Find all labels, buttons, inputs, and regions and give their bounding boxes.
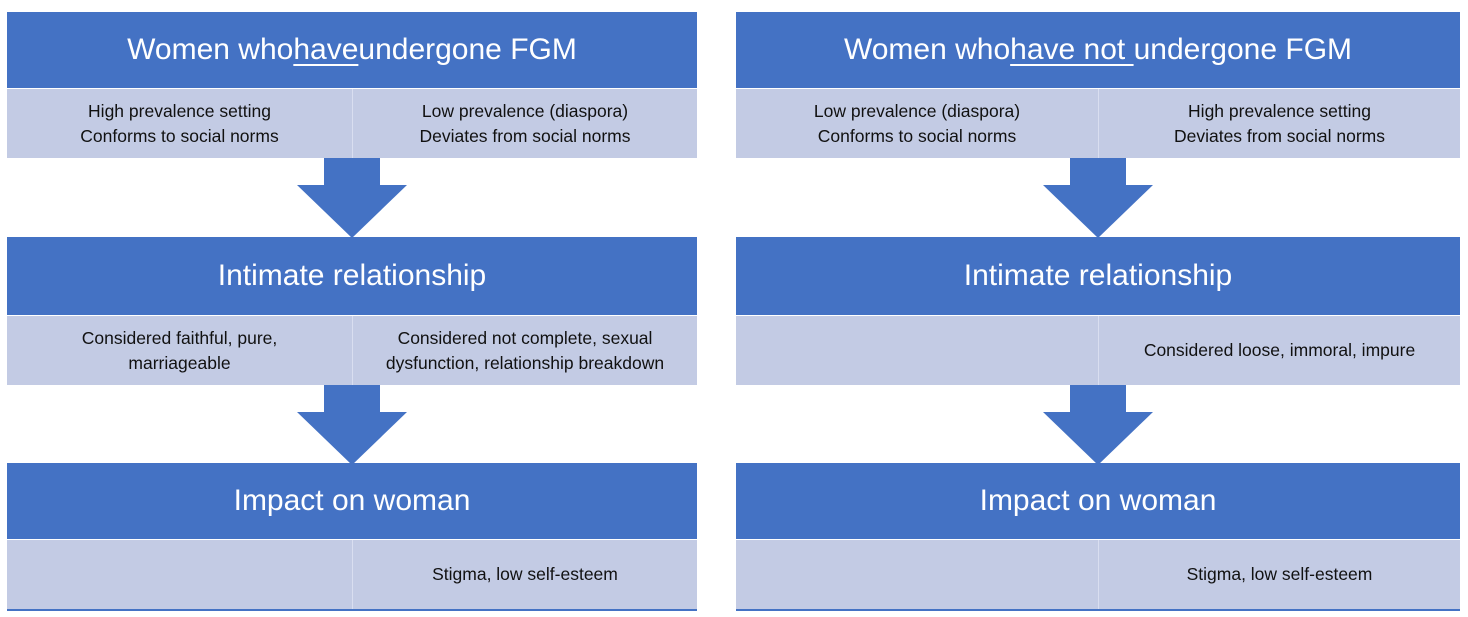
down-arrow-icon [1043, 385, 1153, 465]
title-after: undergone FGM [1133, 33, 1353, 66]
cell-left: High prevalence setting Conforms to soci… [7, 89, 352, 158]
cell-line: Considered not complete, sexual [397, 327, 653, 348]
header-impact: Impact on woman [736, 463, 1460, 539]
cell-line: marriageable [128, 352, 231, 373]
row-relationship: Considered faithful, pure, marriageable … [7, 316, 697, 385]
title-after: undergone FGM [358, 33, 577, 66]
cell-line: Stigma, low self-esteem [432, 564, 618, 584]
cell-line: Considered faithful, pure, [81, 327, 278, 348]
down-arrow-icon [297, 385, 407, 465]
section-title: Impact on woman [979, 484, 1217, 517]
cell-line: Conforms to social norms [817, 125, 1017, 146]
cell-line: High prevalence setting [1188, 100, 1371, 121]
row-impact: Stigma, low self-esteem [736, 540, 1460, 611]
section-title: Intimate relationship [217, 259, 487, 292]
cell-left [736, 316, 1098, 385]
title-underlined: have [293, 33, 359, 66]
cell-left: Low prevalence (diaspora) Conforms to so… [736, 89, 1098, 158]
cell-left [7, 540, 352, 609]
section-title: Intimate relationship [963, 259, 1233, 292]
cell-right: Low prevalence (diaspora) Deviates from … [352, 89, 697, 158]
section-title: Impact on woman [233, 484, 471, 517]
row-prevalence: Low prevalence (diaspora) Conforms to so… [736, 89, 1460, 158]
row-prevalence: High prevalence setting Conforms to soci… [7, 89, 697, 158]
title-underlined: have not [1010, 33, 1134, 66]
header-intimate-relationship: Intimate relationship [7, 237, 697, 315]
header-intimate-relationship: Intimate relationship [736, 237, 1460, 315]
header-not-undergone: Women who have not undergone FGM [736, 12, 1460, 88]
header-undergone: Women who have undergone FGM [7, 12, 697, 88]
cell-line: Deviates from social norms [419, 125, 631, 146]
row-impact: Stigma, low self-esteem [7, 540, 697, 611]
cell-line: Low prevalence (diaspora) [813, 100, 1021, 121]
header-impact: Impact on woman [7, 463, 697, 539]
down-arrow-icon [1043, 158, 1153, 238]
down-arrow-icon [297, 158, 407, 238]
cell-line: High prevalence setting [88, 100, 271, 121]
cell-right: Considered not complete, sexual dysfunct… [352, 316, 697, 385]
cell-right: Stigma, low self-esteem [352, 540, 697, 609]
cell-line: Stigma, low self-esteem [1186, 564, 1373, 584]
title-before: Women who [843, 33, 1011, 66]
cell-line: Conforms to social norms [80, 125, 279, 146]
panel-undergone: Women who have undergone FGM High preval… [7, 0, 697, 617]
cell-line: Considered loose, immoral, impure [1143, 340, 1416, 360]
title-before: Women who [127, 33, 294, 66]
cell-line: dysfunction, relationship breakdown [385, 352, 665, 373]
cell-right: High prevalence setting Deviates from so… [1098, 89, 1460, 158]
cell-right: Stigma, low self-esteem [1098, 540, 1460, 609]
cell-left [736, 540, 1098, 609]
panel-not-undergone: Women who have not undergone FGM Low pre… [736, 0, 1460, 617]
cell-left: Considered faithful, pure, marriageable [7, 316, 352, 385]
cell-right: Considered loose, immoral, impure [1098, 316, 1460, 385]
cell-line: Low prevalence (diaspora) [421, 100, 629, 121]
cell-line: Deviates from social norms [1173, 125, 1386, 146]
row-relationship: Considered loose, immoral, impure [736, 316, 1460, 385]
